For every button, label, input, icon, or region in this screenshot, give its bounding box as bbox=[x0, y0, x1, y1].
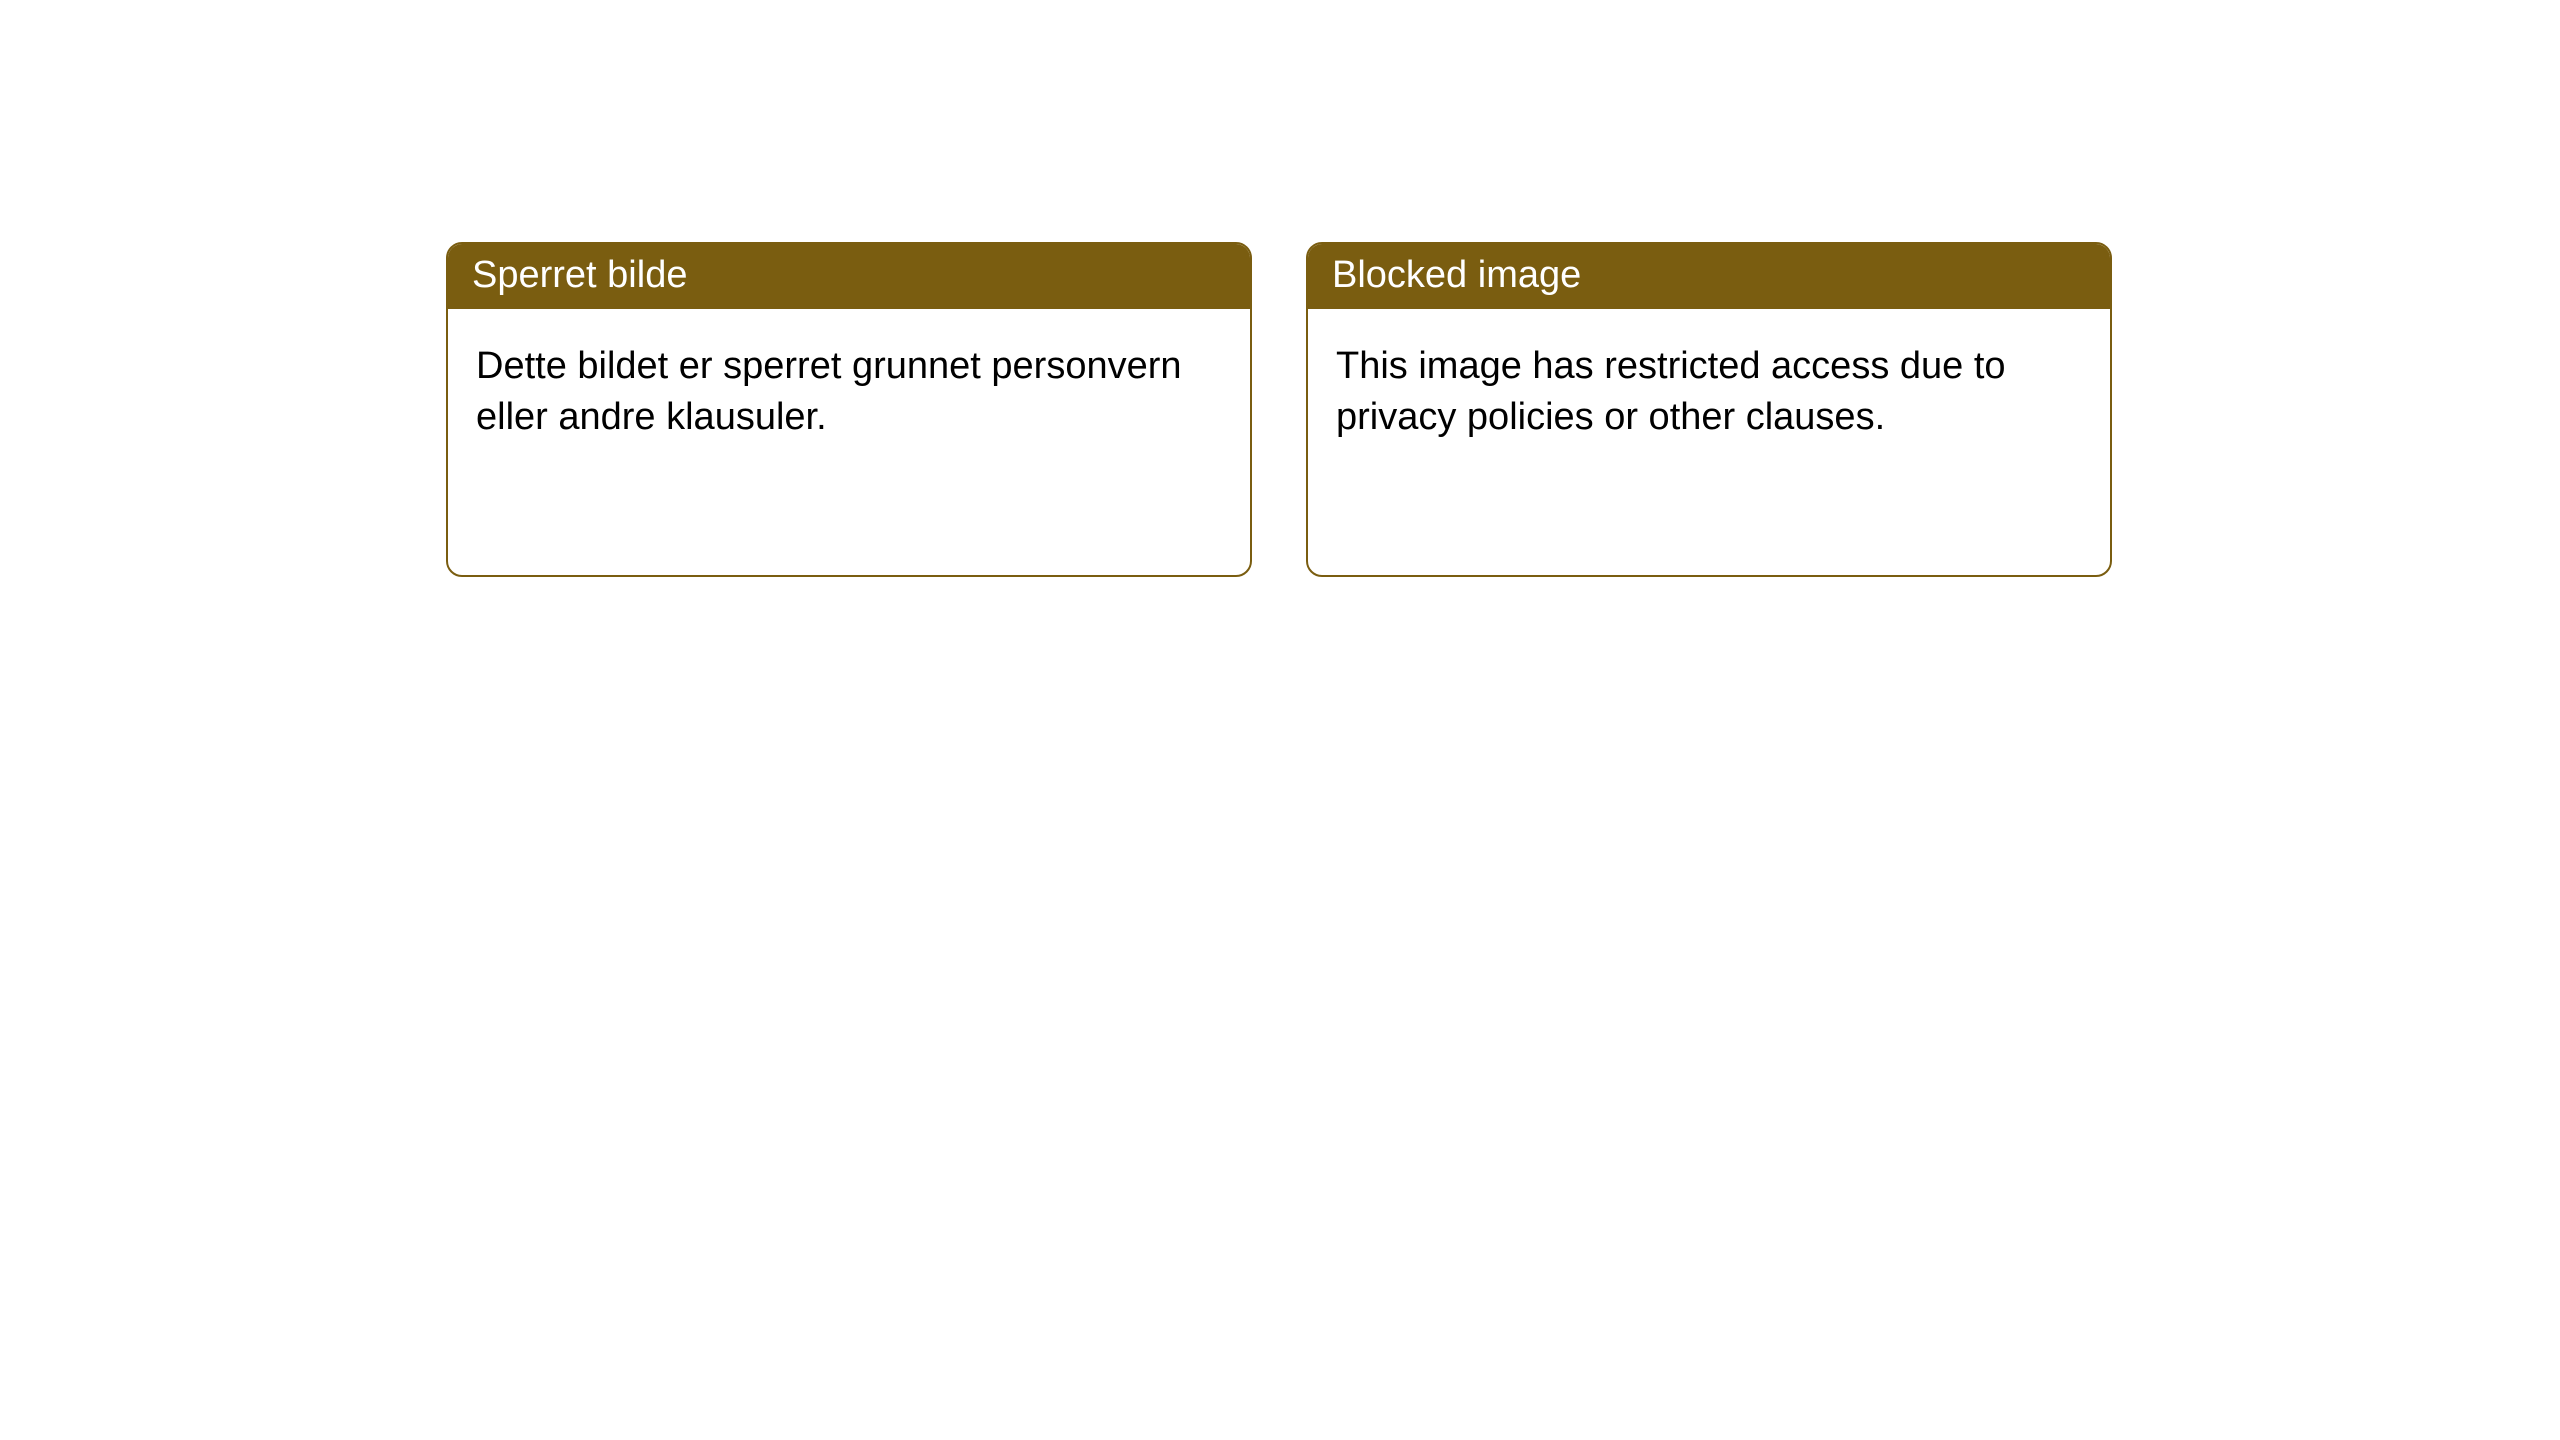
card-header: Sperret bilde bbox=[448, 244, 1250, 309]
card-body: Dette bildet er sperret grunnet personve… bbox=[448, 309, 1250, 476]
card-header: Blocked image bbox=[1308, 244, 2110, 309]
notice-card-norwegian: Sperret bilde Dette bildet er sperret gr… bbox=[446, 242, 1252, 577]
notice-card-english: Blocked image This image has restricted … bbox=[1306, 242, 2112, 577]
notice-container: Sperret bilde Dette bildet er sperret gr… bbox=[0, 0, 2560, 577]
card-body: This image has restricted access due to … bbox=[1308, 309, 2110, 476]
